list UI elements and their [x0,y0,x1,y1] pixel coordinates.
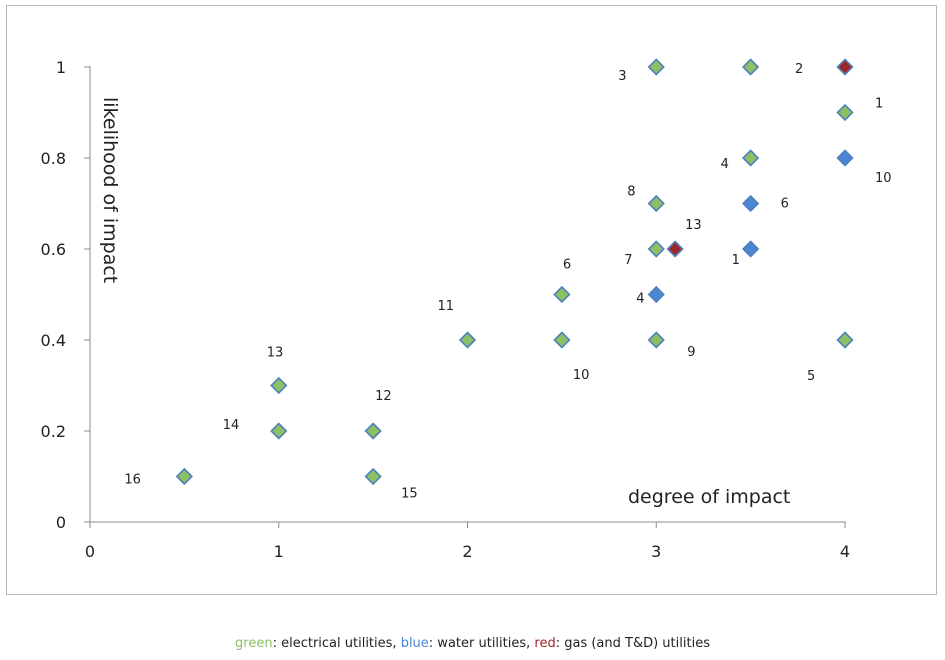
legend-blue-text: : water utilities, [428,636,535,651]
axes [84,66,846,528]
legend-blue-word: blue [400,636,429,651]
point-green [741,149,760,167]
point-label-green: 7 [624,253,632,268]
point-blue [836,149,854,167]
point-red [666,240,684,258]
point-label-blue: 1 [732,253,740,268]
point-label-blue: 6 [781,197,789,212]
point-label-blue: 10 [875,171,892,186]
point-label-green: 3 [618,69,626,84]
x-tick-label: 4 [840,542,850,561]
point-label-green: 12 [375,389,392,404]
point-label-green: 15 [401,487,418,502]
x-tick-label: 2 [462,542,472,561]
legend-green-word: green [235,636,273,651]
point-label-green: 4 [721,157,729,172]
point-green [836,331,854,349]
point-green [270,422,288,440]
point-label-green: 1 [875,97,883,112]
legend: green: electrical utilities, blue: water… [0,636,945,651]
point-blue [741,194,760,213]
point-green [364,422,382,440]
point-green [836,103,854,122]
y-tick-label: 0.2 [41,422,66,441]
point-green [647,331,665,349]
y-tick-label: 1 [56,58,66,77]
point-green [741,58,760,76]
y-tick-label: 0.8 [41,149,66,168]
y-tick-label: 0.4 [41,331,66,350]
point-label-green: 10 [573,368,590,383]
chart-frame [6,5,937,595]
x-axis-title: degree of impact [628,486,790,508]
legend-red-word: red [534,636,556,651]
point-red [836,58,854,76]
point-label-green: 13 [267,346,284,361]
legend-green-text: : electrical utilities, [272,636,401,651]
point-label-blue: 4 [636,292,644,307]
x-tick-label: 0 [85,542,95,561]
y-tick-label: 0.6 [41,240,66,259]
point-blue [647,285,665,304]
point-green [647,194,665,213]
legend-red-text: : gas (and T&D) utilities [555,636,710,651]
point-green [647,240,665,258]
point-label-green: 5 [807,369,815,384]
y-axis-title: likelihood of impact [99,97,121,283]
point-green [553,331,571,349]
point-label-green: 8 [627,185,635,200]
point-label-red: 13 [685,218,702,233]
tick-labels: 0 1 2 3 400.20.40.60.81 [41,58,851,561]
y-tick-label: 0 [56,513,66,532]
point-label-green: 14 [223,418,240,433]
point-green [647,58,665,76]
point-label-green: 16 [124,473,141,488]
data-points [175,58,854,486]
point-label-red: 2 [795,62,803,77]
point-green [553,285,571,304]
point-green [458,331,477,349]
point-green [270,376,288,395]
x-tick-label: 3 [651,542,661,561]
point-label-green: 11 [438,299,455,314]
point-label-green: 9 [687,345,695,360]
x-tick-label: 1 [274,542,284,561]
scatter-chart: 0 1 2 3 400.20.40.60.81 degree of impact lik… [41,58,892,561]
point-green [175,467,194,486]
point-label-green: 6 [563,258,571,273]
point-green [364,467,382,486]
point-blue [741,240,760,258]
